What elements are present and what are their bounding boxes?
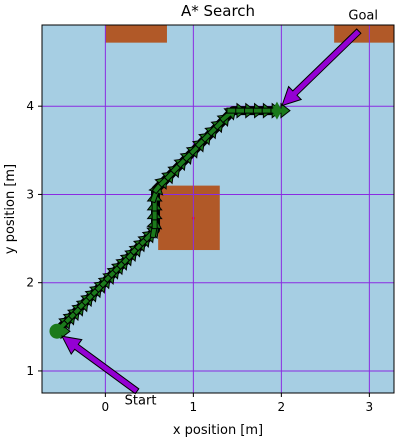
goal-marker — [271, 101, 282, 120]
x-tick-label: 2 — [278, 400, 286, 414]
start-annotation: Start — [125, 393, 157, 408]
goal-annotation: Goal — [348, 9, 378, 24]
x-axis-label: x position [m] — [173, 423, 263, 438]
plot-axes — [41, 24, 395, 395]
y-tick-label: 3 — [26, 187, 34, 201]
tick-layer: 0 1 2 3 1 2 3 4 — [26, 99, 373, 414]
x-tick-label: 3 — [366, 400, 374, 414]
x-tick-label: 1 — [190, 400, 198, 414]
start-arrow — [61, 335, 140, 395]
y-tick-label: 4 — [26, 99, 34, 113]
obstacle-3 — [158, 185, 220, 251]
chart-title: A* Search — [181, 2, 255, 20]
y-axis-label: y position [m] — [3, 164, 18, 254]
marker-layer — [49, 28, 362, 395]
obstacle-2 — [334, 25, 394, 43]
obstacle-1 — [105, 25, 167, 43]
start-marker — [49, 323, 65, 339]
grid-layer — [42, 25, 394, 393]
y-tick-label: 2 — [26, 276, 34, 290]
x-tick-label: 0 — [102, 400, 110, 414]
y-tick-label: 1 — [26, 364, 34, 378]
annotation-layer: Start Goal — [125, 9, 378, 409]
plot-frame — [41, 24, 395, 394]
goal-arrow — [281, 28, 362, 107]
obstacle-layer — [105, 25, 394, 251]
